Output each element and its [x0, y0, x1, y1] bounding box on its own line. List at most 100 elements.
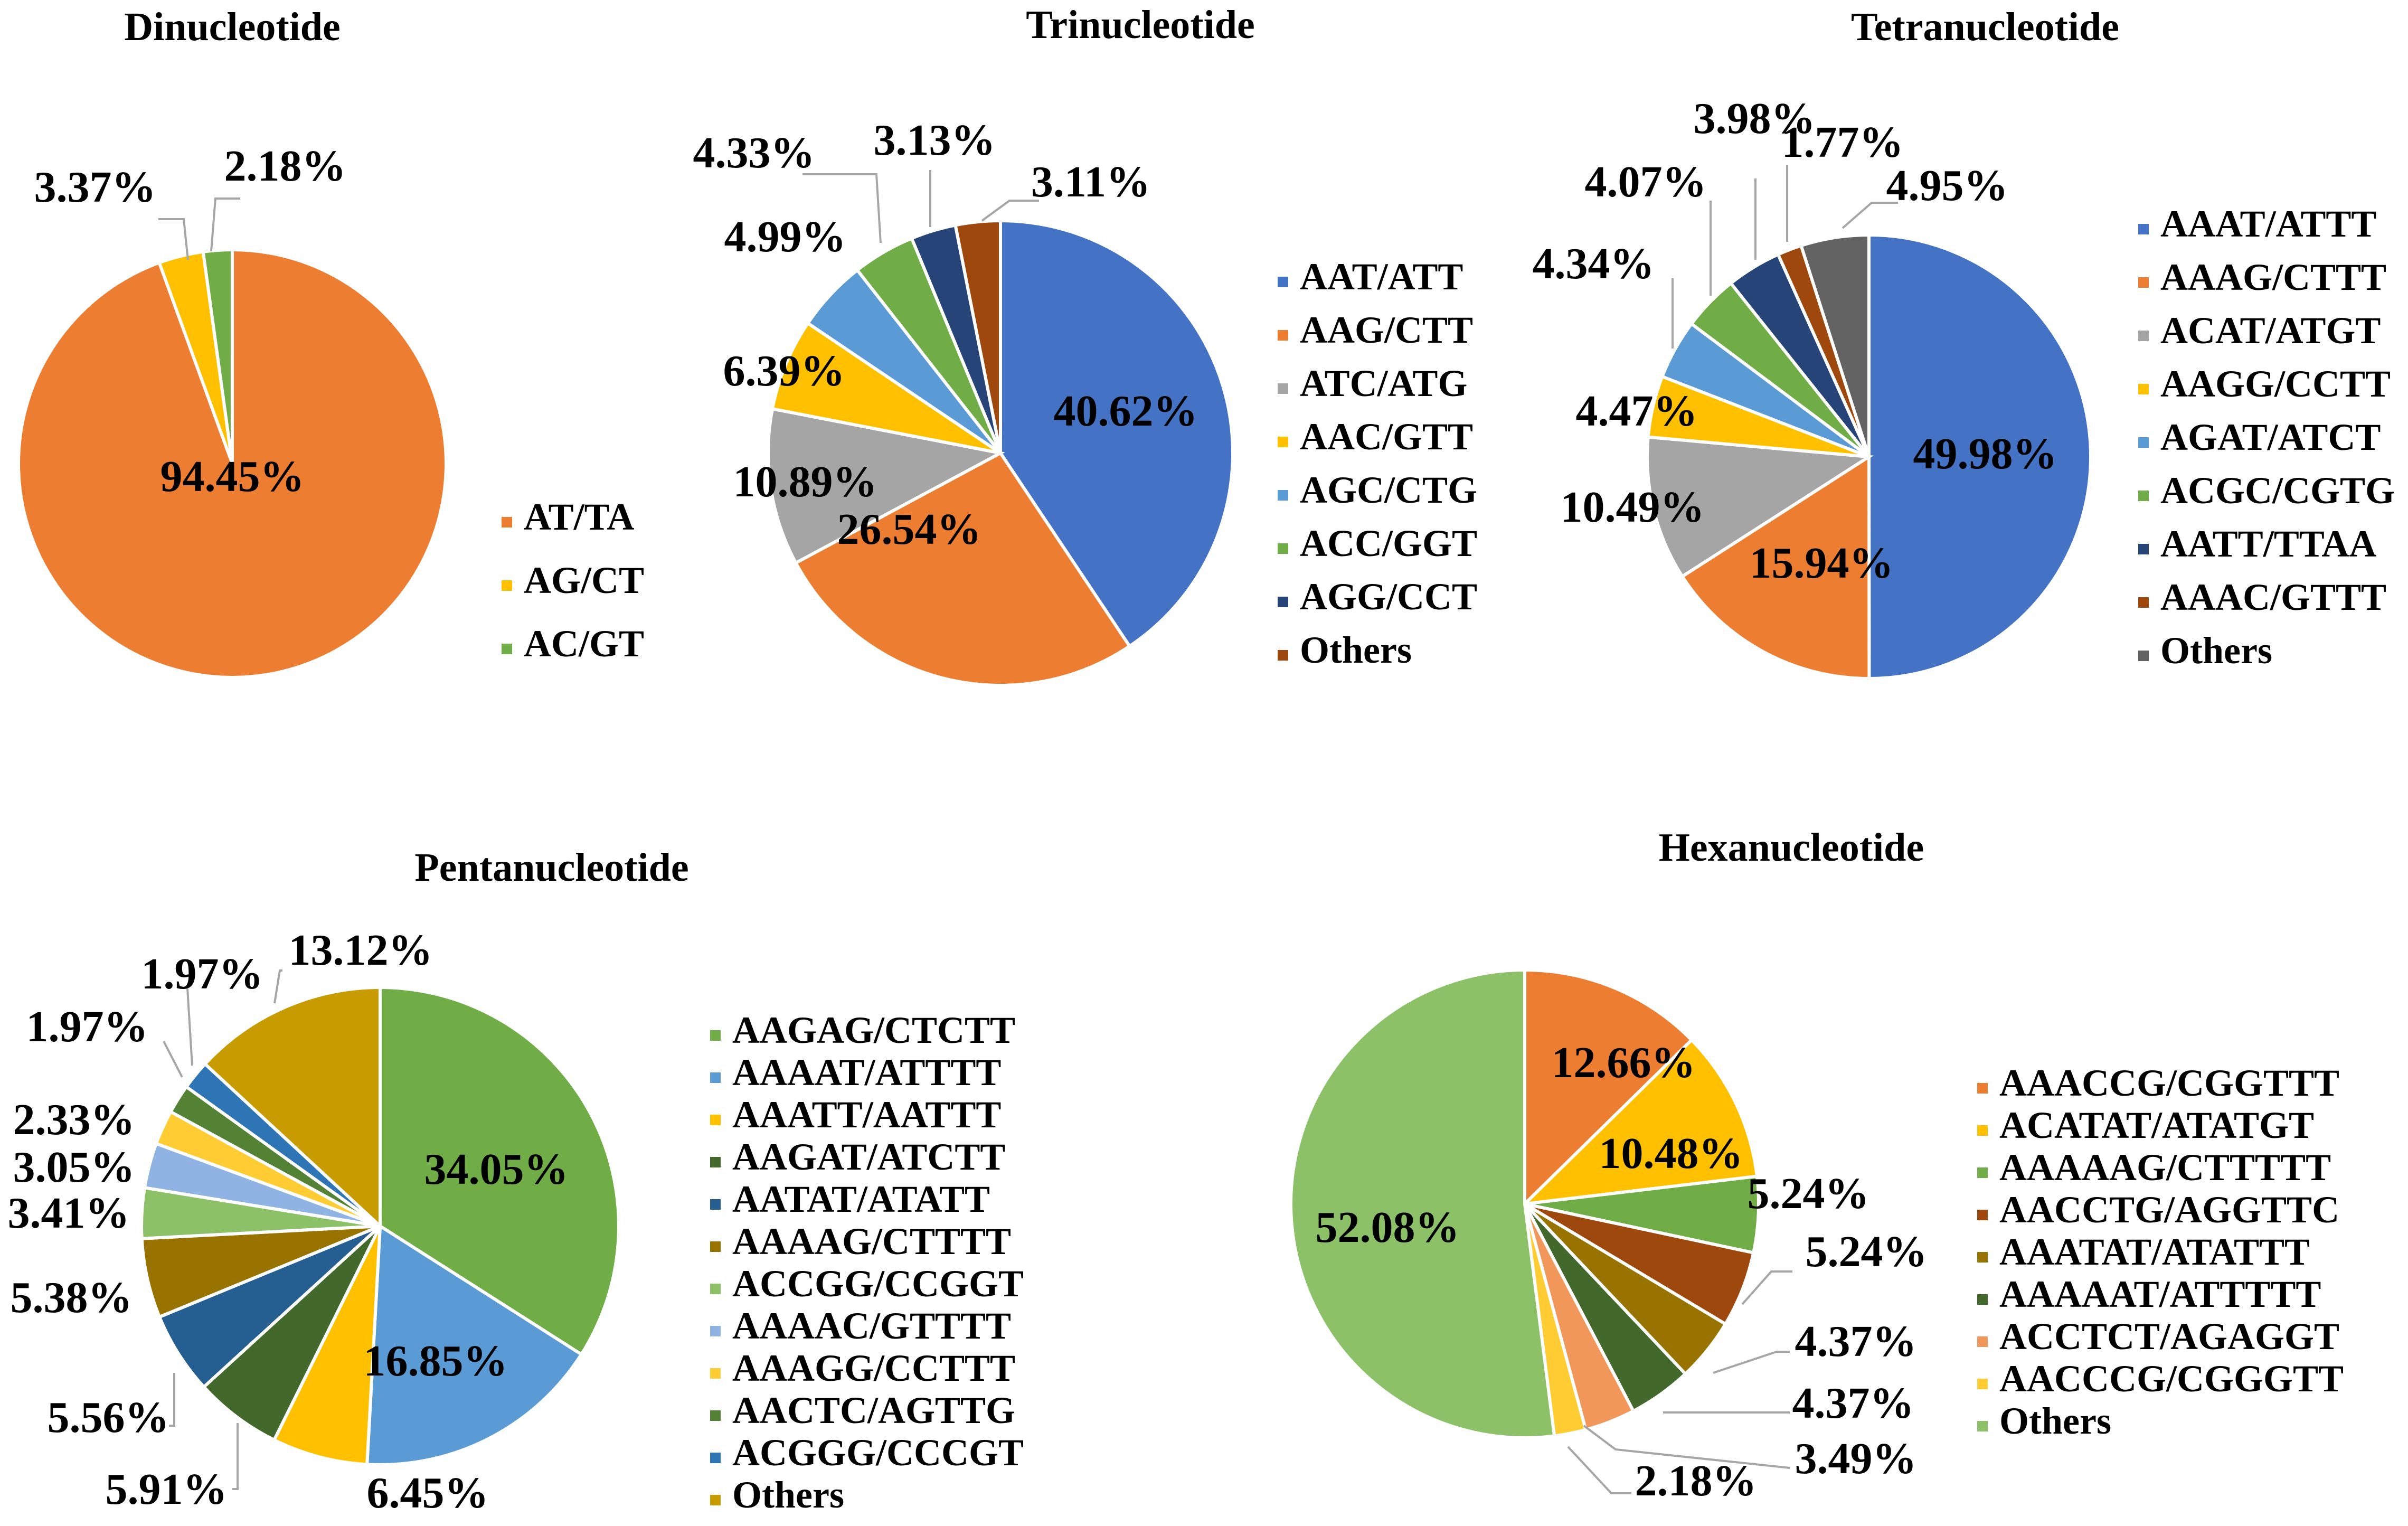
tetranucleotide-legend-swatch-aaag-cttt — [2138, 277, 2149, 288]
pentanucleotide-legend-label-acggg-cccgt: ACGGG/CCCGT — [732, 1431, 1024, 1474]
pentanucleotide-legend-label-aagat-atctt: AAGAT/ATCTT — [732, 1136, 1005, 1178]
tetranucleotide-slice-acat-atgt — [1646, 435, 1874, 579]
pentanucleotide-legend-label-aaatt-aattt: AAATT/AATTT — [732, 1094, 1001, 1136]
dinucleotide-legend: AT/TA AG/CT AC/GT — [502, 496, 644, 665]
trinucleotide-data-label-aag-ctt: 26.54% — [837, 505, 981, 554]
tetranucleotide-legend-label-agat-atct: AGAT/ATCT — [2160, 416, 2381, 458]
tetranucleotide-legend-label-aaat-attt: AAAT/ATTT — [2160, 203, 2376, 245]
trinucleotide-legend-label-aag-ctt: AAG/CTT — [1300, 309, 1473, 351]
hexanucleotide-data-label-acatat-atatgt: 10.48% — [1599, 1129, 1743, 1178]
pentanucleotide-title: Pentanucleotide — [414, 845, 688, 890]
hexanucleotide-data-label-acctct-agaggt: 3.49% — [1795, 1434, 1917, 1483]
pentanucleotide-data-label-aagat-atctt: 5.91% — [106, 1465, 228, 1514]
tetranucleotide-legend: AAAT/ATTT AAAG/CTTT ACAT/ATGT AAGG/CCTT AGAT… — [2138, 203, 2395, 672]
trinucleotide-data-label-atc-atg: 10.89% — [733, 457, 877, 506]
trinucleotide-legend-swatch-agc-ctg — [1278, 490, 1288, 501]
pentanucleotide-data-label-aatat-atatt: 5.56% — [48, 1393, 169, 1442]
pentanucleotide-legend-label-aaaac-gtttt: AAAAC/GTTTT — [732, 1305, 1011, 1347]
hexanucleotide-data-label-others: 52.08% — [1316, 1203, 1460, 1252]
pentanucleotide-legend-swatch-aagat-atctt — [710, 1157, 721, 1167]
tetranucleotide-legend-swatch-aaat-attt — [2138, 224, 2149, 234]
pentanucleotide-legend-label-others: Others — [732, 1474, 844, 1516]
tetranucleotide-legend-swatch-aaac-gttt — [2138, 597, 2149, 608]
pentanucleotide-leader-line-11 — [186, 988, 193, 1066]
trinucleotide-slice-atc-atg — [766, 407, 1005, 566]
tetranucleotide-data-label-aaag-cttt: 15.94% — [1750, 539, 1894, 588]
pentanucleotide-legend-label-aactc-agttg: AACTC/AGTTG — [732, 1389, 1015, 1431]
pentanucleotide-legend-swatch-aaagg-ccttt — [710, 1368, 721, 1379]
pentanucleotide-legend: AAGAG/CTCTTAAAAT/ATTTTAAATT/AATTTAAGAT/A… — [710, 1009, 1024, 1516]
pentanucleotide-legend-swatch-others — [710, 1495, 721, 1505]
pentanucleotide-slice-aaatt-aattt — [272, 1225, 382, 1466]
trinucleotide-legend-swatch-aag-ctt — [1278, 330, 1288, 341]
pentanucleotide-leader-line-4 — [232, 1423, 239, 1490]
hexanucleotide-legend-swatch-acctct-agaggt — [1977, 1336, 1988, 1347]
hexanucleotide-leader-line-8 — [1567, 1446, 1631, 1494]
dinucleotide-slice-ac-gt — [201, 248, 234, 464]
pentanucleotide-leader-line-5 — [169, 1373, 175, 1427]
dinucleotide-title: Dinucleotide — [124, 5, 341, 49]
trinucleotide-legend-swatch-others — [1278, 650, 1288, 661]
trinucleotide-leader-line-8 — [981, 200, 1039, 222]
trinucleotide-title: Trinucleotide — [1026, 3, 1254, 47]
hexanucleotide-leader-line-5 — [1713, 1351, 1790, 1374]
pentanucleotide-data-label-aaaag-ctttt: 5.38% — [11, 1273, 133, 1322]
hexanucleotide-legend-label-others: Others — [1999, 1400, 2111, 1442]
trinucleotide-data-label-aat-att: 40.62% — [1054, 387, 1198, 436]
pentanucleotide-leader-line-12 — [273, 969, 282, 1004]
tetranucleotide-legend-label-acat-atgt: ACAT/ATGT — [2160, 309, 2381, 352]
pentanucleotide-slice-aaaat-atttt — [365, 1223, 584, 1466]
hexanucleotide-data-label-aaaaag-cttttt: 5.24% — [1748, 1169, 1869, 1218]
pentanucleotide-legend-label-aatat-atatt: AATAT/ATATT — [732, 1178, 990, 1220]
tetranucleotide-legend-swatch-others — [2138, 651, 2149, 661]
tetranucleotide-legend-swatch-aagg-cctt — [2138, 384, 2149, 394]
dinucleotide-pie-chart: Dinucleotide 94.45% 3.37% 2.18% AT/TA AG/CT AC… — [17, 5, 644, 679]
dinucleotide-leader-line-3 — [210, 197, 240, 252]
pentanucleotide-legend-swatch-accgg-ccggt — [710, 1284, 721, 1294]
trinucleotide-data-label-agg-cct: 3.13% — [874, 116, 996, 165]
pentanucleotide-legend-label-aaaat-atttt: AAAAT/ATTTT — [732, 1051, 1001, 1094]
tetranucleotide-slice-aaag-cttt — [1680, 454, 1871, 681]
pentanucleotide-legend-swatch-aatat-atatt — [710, 1199, 721, 1210]
trinucleotide-data-label-aac-gtt: 6.39% — [723, 346, 845, 395]
hexanucleotide-data-label-aaatat-atattt: 4.37% — [1795, 1317, 1917, 1366]
trinucleotide-data-label-acc-ggt: 4.33% — [693, 128, 815, 177]
pentanucleotide-data-label-acggg-cccgt: 1.97% — [141, 949, 263, 999]
pentanucleotide-slice-others — [203, 985, 382, 1230]
tetranucleotide-slice-aaat-attt — [1867, 233, 2093, 681]
trinucleotide-data-label-agc-ctg: 4.99% — [724, 212, 846, 261]
tetranucleotide-data-label-others: 4.95% — [1886, 161, 2008, 210]
hexanucleotide-legend-label-acatat-atatgt: ACATAT/ATATGT — [1999, 1104, 2314, 1146]
pentanucleotide-legend-label-aaagg-ccttt: AAAGG/CCTTT — [732, 1347, 1015, 1389]
trinucleotide-legend: AAT/ATT AAG/CTT ATC/ATG AAC/GTT AGC/CTG ACC/G… — [1278, 256, 1477, 671]
pentanucleotide-data-label-aaatt-aattt: 6.45% — [367, 1468, 489, 1518]
hexanucleotide-data-label-aaaaat-attttt: 4.37% — [1792, 1379, 1914, 1428]
hexanucleotide-leader-line-4 — [1741, 1270, 1792, 1305]
pentanucleotide-data-label-accgg-ccggt: 3.41% — [8, 1189, 130, 1238]
trinucleotide-legend-label-agc-ctg: AGC/CTG — [1300, 469, 1477, 511]
pentanucleotide-data-label-aactc-agttg: 1.97% — [26, 1002, 148, 1051]
pentanucleotide-legend-swatch-aactc-agttg — [710, 1410, 721, 1421]
pentanucleotide-legend-label-aagag-ctctt: AAGAG/CTCTT — [732, 1009, 1015, 1051]
pentanucleotide-slice-aatat-atatt — [157, 1224, 382, 1389]
dinucleotide-leader-line-2 — [158, 218, 189, 260]
pentanucleotide-leader-line-10 — [163, 1041, 183, 1078]
dinucleotide-legend-label-at-ta: AT/TA — [524, 496, 634, 538]
pentanucleotide-data-label-aaaac-gtttt: 3.05% — [13, 1143, 135, 1192]
hexanucleotide-data-label-aaaccg-cggttt: 12.66% — [1552, 1038, 1696, 1087]
tetranucleotide-pie-chart: Tetranucleotide 49.98% 15.94% 10.49% 4.47% 4.… — [1533, 5, 2395, 681]
trinucleotide-data-label-others: 3.11% — [1031, 157, 1150, 206]
pentanucleotide-legend-swatch-aaatt-aattt — [710, 1115, 721, 1125]
tetranucleotide-data-label-aaat-attt: 49.98% — [1913, 429, 2057, 478]
tetranucleotide-data-label-aatt-ttaa: 3.98% — [1694, 94, 1816, 143]
pentanucleotide-data-label-aaaat-atttt: 16.85% — [364, 1336, 508, 1386]
pentanucleotide-data-label-others: 13.12% — [289, 926, 433, 975]
hexanucleotide-legend-swatch-aaaccg-cggttt — [1977, 1083, 1988, 1094]
dinucleotide-data-label-ac-gt: 2.18% — [224, 142, 346, 191]
tetranucleotide-legend-label-aaag-cttt: AAAG/CTTT — [2160, 256, 2386, 298]
hexanucleotide-slice-aaaccg-cggttt — [1523, 968, 1694, 1208]
hexanucleotide-legend-swatch-aaaaag-cttttt — [1977, 1167, 1988, 1178]
hexanucleotide-legend-label-aaaaat-attttt: AAAAAT/ATTTTT — [1999, 1273, 2321, 1315]
pentanucleotide-legend-swatch-aaaag-ctttt — [710, 1241, 721, 1252]
